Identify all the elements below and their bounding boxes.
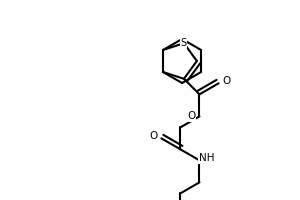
Text: O: O xyxy=(149,131,158,141)
Text: O: O xyxy=(222,76,231,86)
Text: O: O xyxy=(188,111,196,121)
Text: S: S xyxy=(181,38,187,48)
Text: NH: NH xyxy=(199,153,214,163)
